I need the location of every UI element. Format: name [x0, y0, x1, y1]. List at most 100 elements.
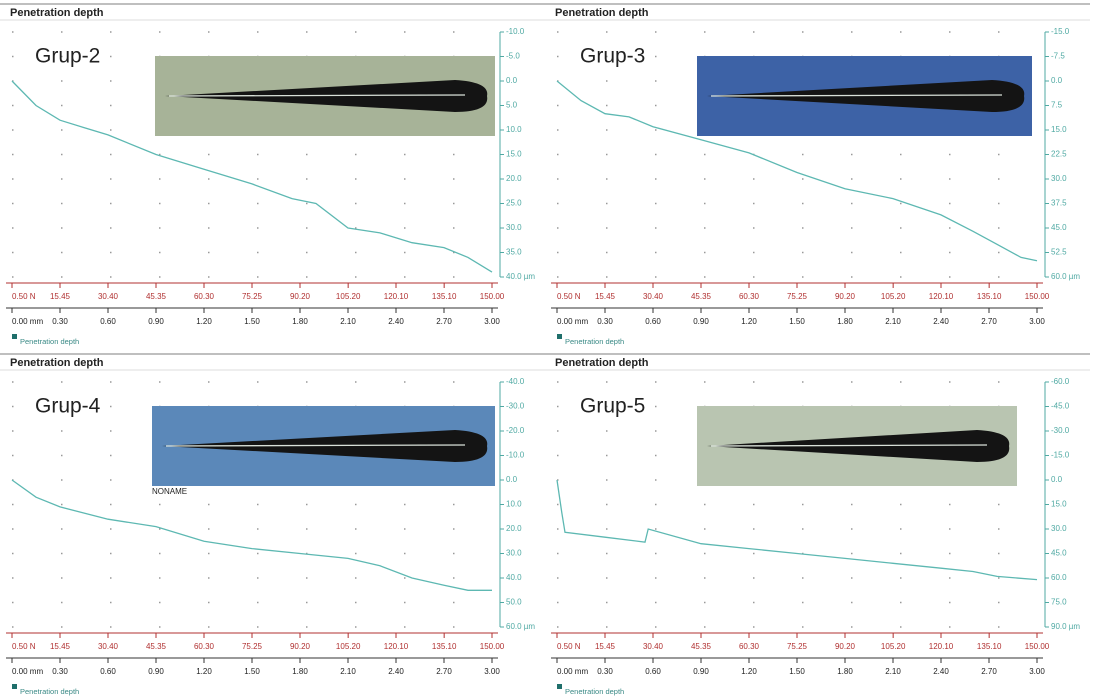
x2-tick-label: 90.20 [290, 642, 311, 651]
y-tick-label: 10.0 [506, 500, 522, 509]
x-tick-label: 1.20 [196, 667, 212, 676]
y-tick-label: 20.0 [506, 524, 522, 533]
x-tick-label: 1.50 [789, 667, 805, 676]
chart-panel: Penetration depth -15.0 -7.5 0.0 7.5 15.0 22.5… [545, 3, 1090, 346]
legend-label: Penetration depth [565, 687, 624, 696]
y-tick-label: 0.0 [506, 475, 518, 484]
group-label: Grup-5 [580, 395, 645, 418]
x-tick-label: 1.80 [837, 667, 853, 676]
y-tick-label: -30.0 [1051, 426, 1070, 435]
x-tick-label: 2.10 [340, 667, 356, 676]
legend-swatch [557, 684, 562, 689]
x2-tick-label: 0.50 N [557, 292, 581, 301]
x2-tick-label: 105.20 [881, 292, 906, 301]
x-tick-label: 2.10 [340, 317, 356, 326]
x2-tick-label: 15.45 [50, 292, 71, 301]
y-tick-label: 45.0 [1051, 549, 1067, 558]
x2-tick-label: 30.40 [643, 642, 664, 651]
x-tick-label: 0.00 mm [557, 667, 588, 676]
x2-tick-label: 45.35 [691, 292, 712, 301]
x-tick-label: 3.00 [484, 667, 500, 676]
x-tick-label: 3.00 [1029, 667, 1045, 676]
x2-tick-label: 90.20 [835, 292, 856, 301]
y-tick-label: -10.0 [506, 451, 525, 460]
y-tick-label: -5.0 [506, 52, 520, 61]
x-tick-label: 0.30 [597, 667, 613, 676]
x2-tick-label: 30.40 [643, 292, 664, 301]
y-tick-label: 0.0 [1051, 76, 1063, 85]
x2-tick-label: 105.20 [881, 642, 906, 651]
y-tick-label: 60.0 [1051, 573, 1067, 582]
x-tick-label: 2.40 [388, 667, 404, 676]
x2-tick-label: 120.10 [929, 642, 954, 651]
legend-swatch [12, 334, 17, 339]
x2-tick-label: 45.35 [146, 642, 167, 651]
x-tick-label: 2.70 [436, 317, 452, 326]
series-line [556, 479, 1038, 581]
y-tick-label: 30.0 [506, 549, 522, 558]
x-tick-label: 0.30 [52, 667, 68, 676]
series-line [11, 80, 493, 273]
x2-tick-label: 135.10 [432, 642, 457, 651]
scratch-center [168, 94, 466, 97]
y-tick-label: -40.0 [506, 377, 525, 386]
y-tick-label: 45.0 [1051, 223, 1067, 232]
y-tick-label: 0.0 [1051, 475, 1063, 484]
x2-tick-label: 135.10 [977, 642, 1002, 651]
y-tick-label: -60.0 [1051, 377, 1070, 386]
x2-tick-label: 45.35 [146, 292, 167, 301]
y-tick-label: 15.0 [1051, 125, 1067, 134]
y-tick-label: -7.5 [1051, 52, 1065, 61]
x-tick-label: 0.90 [148, 667, 164, 676]
chart-panel: Penetration depth -10.0 -5.0 0.0 5.0 10.0 15.0… [0, 3, 545, 346]
x-tick-label: 0.30 [52, 317, 68, 326]
y-tick-label: 30.0 [506, 223, 522, 232]
chart-title: Penetration depth [555, 7, 649, 19]
group-label: Grup-2 [35, 45, 100, 68]
x2-tick-label: 75.25 [242, 642, 263, 651]
x-tick-label: 0.60 [100, 317, 116, 326]
x2-tick-label: 60.30 [739, 642, 760, 651]
x-tick-label: 0.90 [693, 667, 709, 676]
x-tick-label: 1.20 [741, 667, 757, 676]
x2-tick-label: 75.25 [787, 642, 808, 651]
x-tick-label: 1.50 [244, 667, 260, 676]
x-tick-label: 3.00 [1029, 317, 1045, 326]
y-tick-label: 30.0 [1051, 524, 1067, 533]
x2-tick-label: 30.40 [98, 642, 119, 651]
x2-tick-label: 150.00 [480, 642, 505, 651]
x2-tick-label: 60.30 [739, 292, 760, 301]
scratch-center [710, 94, 1003, 97]
y-tick-label: 30.0 [1051, 174, 1067, 183]
x-tick-label: 0.00 mm [12, 317, 43, 326]
x2-tick-label: 135.10 [977, 292, 1002, 301]
y-tick-label: 5.0 [506, 101, 518, 110]
x2-tick-label: 120.10 [384, 292, 409, 301]
y-tick-label: -10.0 [506, 27, 525, 36]
x-tick-label: 1.80 [292, 667, 308, 676]
x2-tick-label: 135.10 [432, 292, 457, 301]
y-tick-label: -15.0 [1051, 451, 1070, 460]
legend-label: Penetration depth [20, 687, 79, 696]
x-tick-label: 2.40 [933, 667, 949, 676]
y-tick-label: 7.5 [1051, 101, 1063, 110]
x2-tick-label: 150.00 [1025, 642, 1050, 651]
legend-label: Penetration depth [20, 337, 79, 346]
y-tick-label: -20.0 [506, 426, 525, 435]
x-tick-label: 3.00 [484, 317, 500, 326]
x-tick-label: 1.80 [837, 317, 853, 326]
x2-tick-label: 0.50 N [12, 292, 36, 301]
y-tick-label: 60.0 µm [506, 622, 535, 631]
y-tick-label: 15.0 [1051, 500, 1067, 509]
scratch-center [165, 444, 466, 447]
chart-title: Penetration depth [10, 7, 104, 19]
image-caption: NONAME [152, 487, 187, 496]
x-tick-label: 1.50 [789, 317, 805, 326]
y-tick-label: 60.0 µm [1051, 272, 1080, 281]
x-tick-label: 2.70 [981, 667, 997, 676]
x2-tick-label: 0.50 N [12, 642, 36, 651]
x-tick-label: 0.60 [100, 667, 116, 676]
x2-tick-label: 45.35 [691, 642, 712, 651]
y-tick-label: -15.0 [1051, 27, 1070, 36]
